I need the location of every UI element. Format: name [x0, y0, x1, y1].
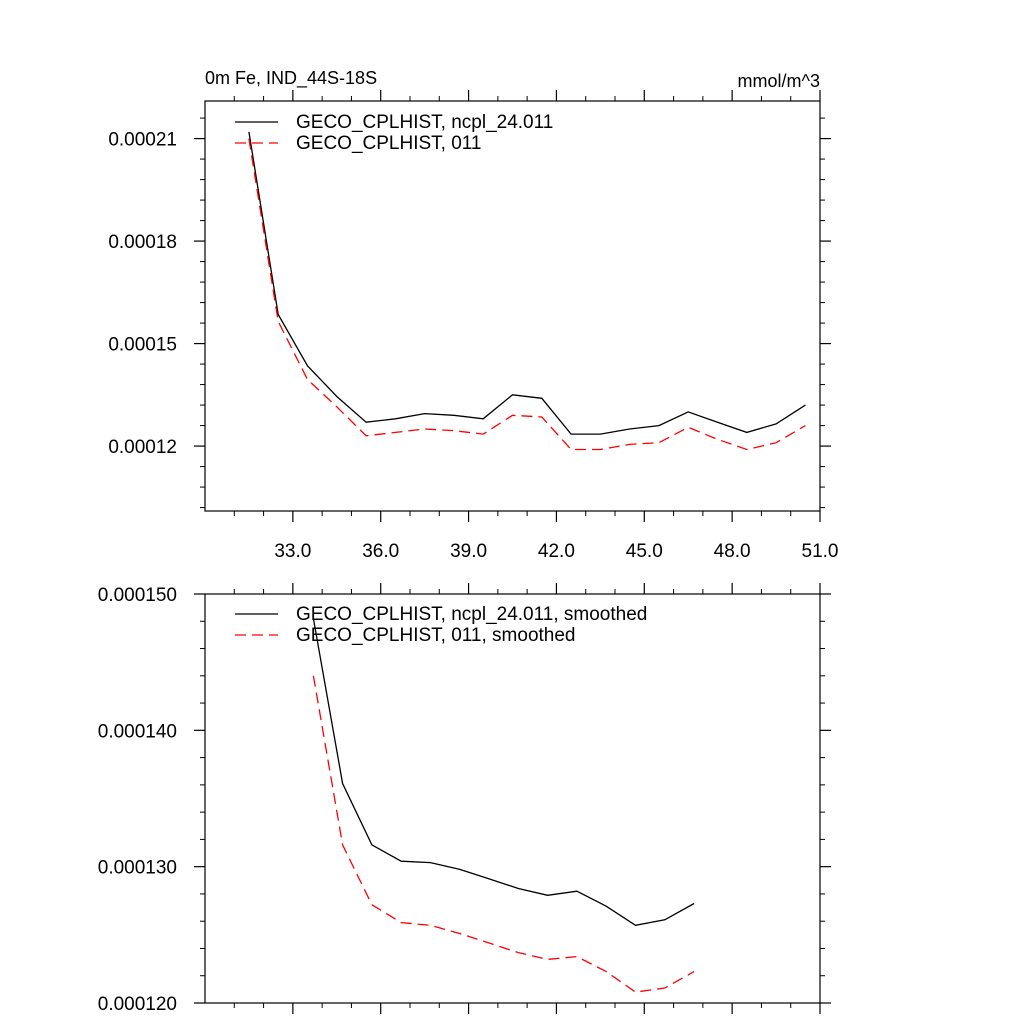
chart-title-left: 0m Fe, IND_44S-18S — [205, 68, 377, 89]
y-tick-label: 0.000140 — [98, 721, 177, 742]
y-tick-label: 0.00018 — [108, 232, 177, 253]
plot-frame — [204, 593, 821, 1004]
x-tick-label: 36.0 — [362, 541, 399, 562]
y-tick-label: 0.000130 — [98, 858, 177, 879]
legend-label-2: GECO_CPLHIST, 011 — [296, 133, 482, 154]
chart-title-right: mmol/m^3 — [738, 71, 820, 91]
x-tick-label: 45.0 — [626, 541, 663, 562]
y-tick-label: 0.000150 — [98, 585, 177, 606]
plot-frame — [204, 100, 821, 512]
series-line-1 — [248, 131, 806, 435]
bottom-panel: 0.000120 0.000130 0.000140 0.000150 GECO_CPL… — [98, 583, 831, 1015]
y-tick-label: 0.00021 — [108, 130, 177, 151]
x-tick-label: 39.0 — [450, 541, 487, 562]
x-tick-label: 48.0 — [714, 541, 751, 562]
top-panel: 33.0 36.0 39.0 42.0 45.0 48.0 51.0 0.00012 0.000… — [108, 68, 838, 562]
series-line-1 — [312, 618, 695, 926]
series-line-2 — [248, 138, 806, 451]
legend-label-2: GECO_CPLHIST, 011, smoothed — [296, 625, 576, 646]
x-tick-label: 33.0 — [274, 541, 311, 562]
legend-label-1: GECO_CPLHIST, ncpl_24.011, smoothed — [296, 604, 647, 625]
x-tick-label: 42.0 — [538, 541, 575, 562]
y-tick-label: 0.00012 — [108, 437, 177, 458]
series-line-2 — [312, 675, 695, 993]
y-tick-label: 0.00015 — [108, 335, 177, 356]
y-tick-label: 0.000120 — [98, 994, 177, 1015]
legend-label-1: GECO_CPLHIST, ncpl_24.011 — [296, 112, 553, 133]
x-tick-label: 51.0 — [802, 541, 839, 562]
